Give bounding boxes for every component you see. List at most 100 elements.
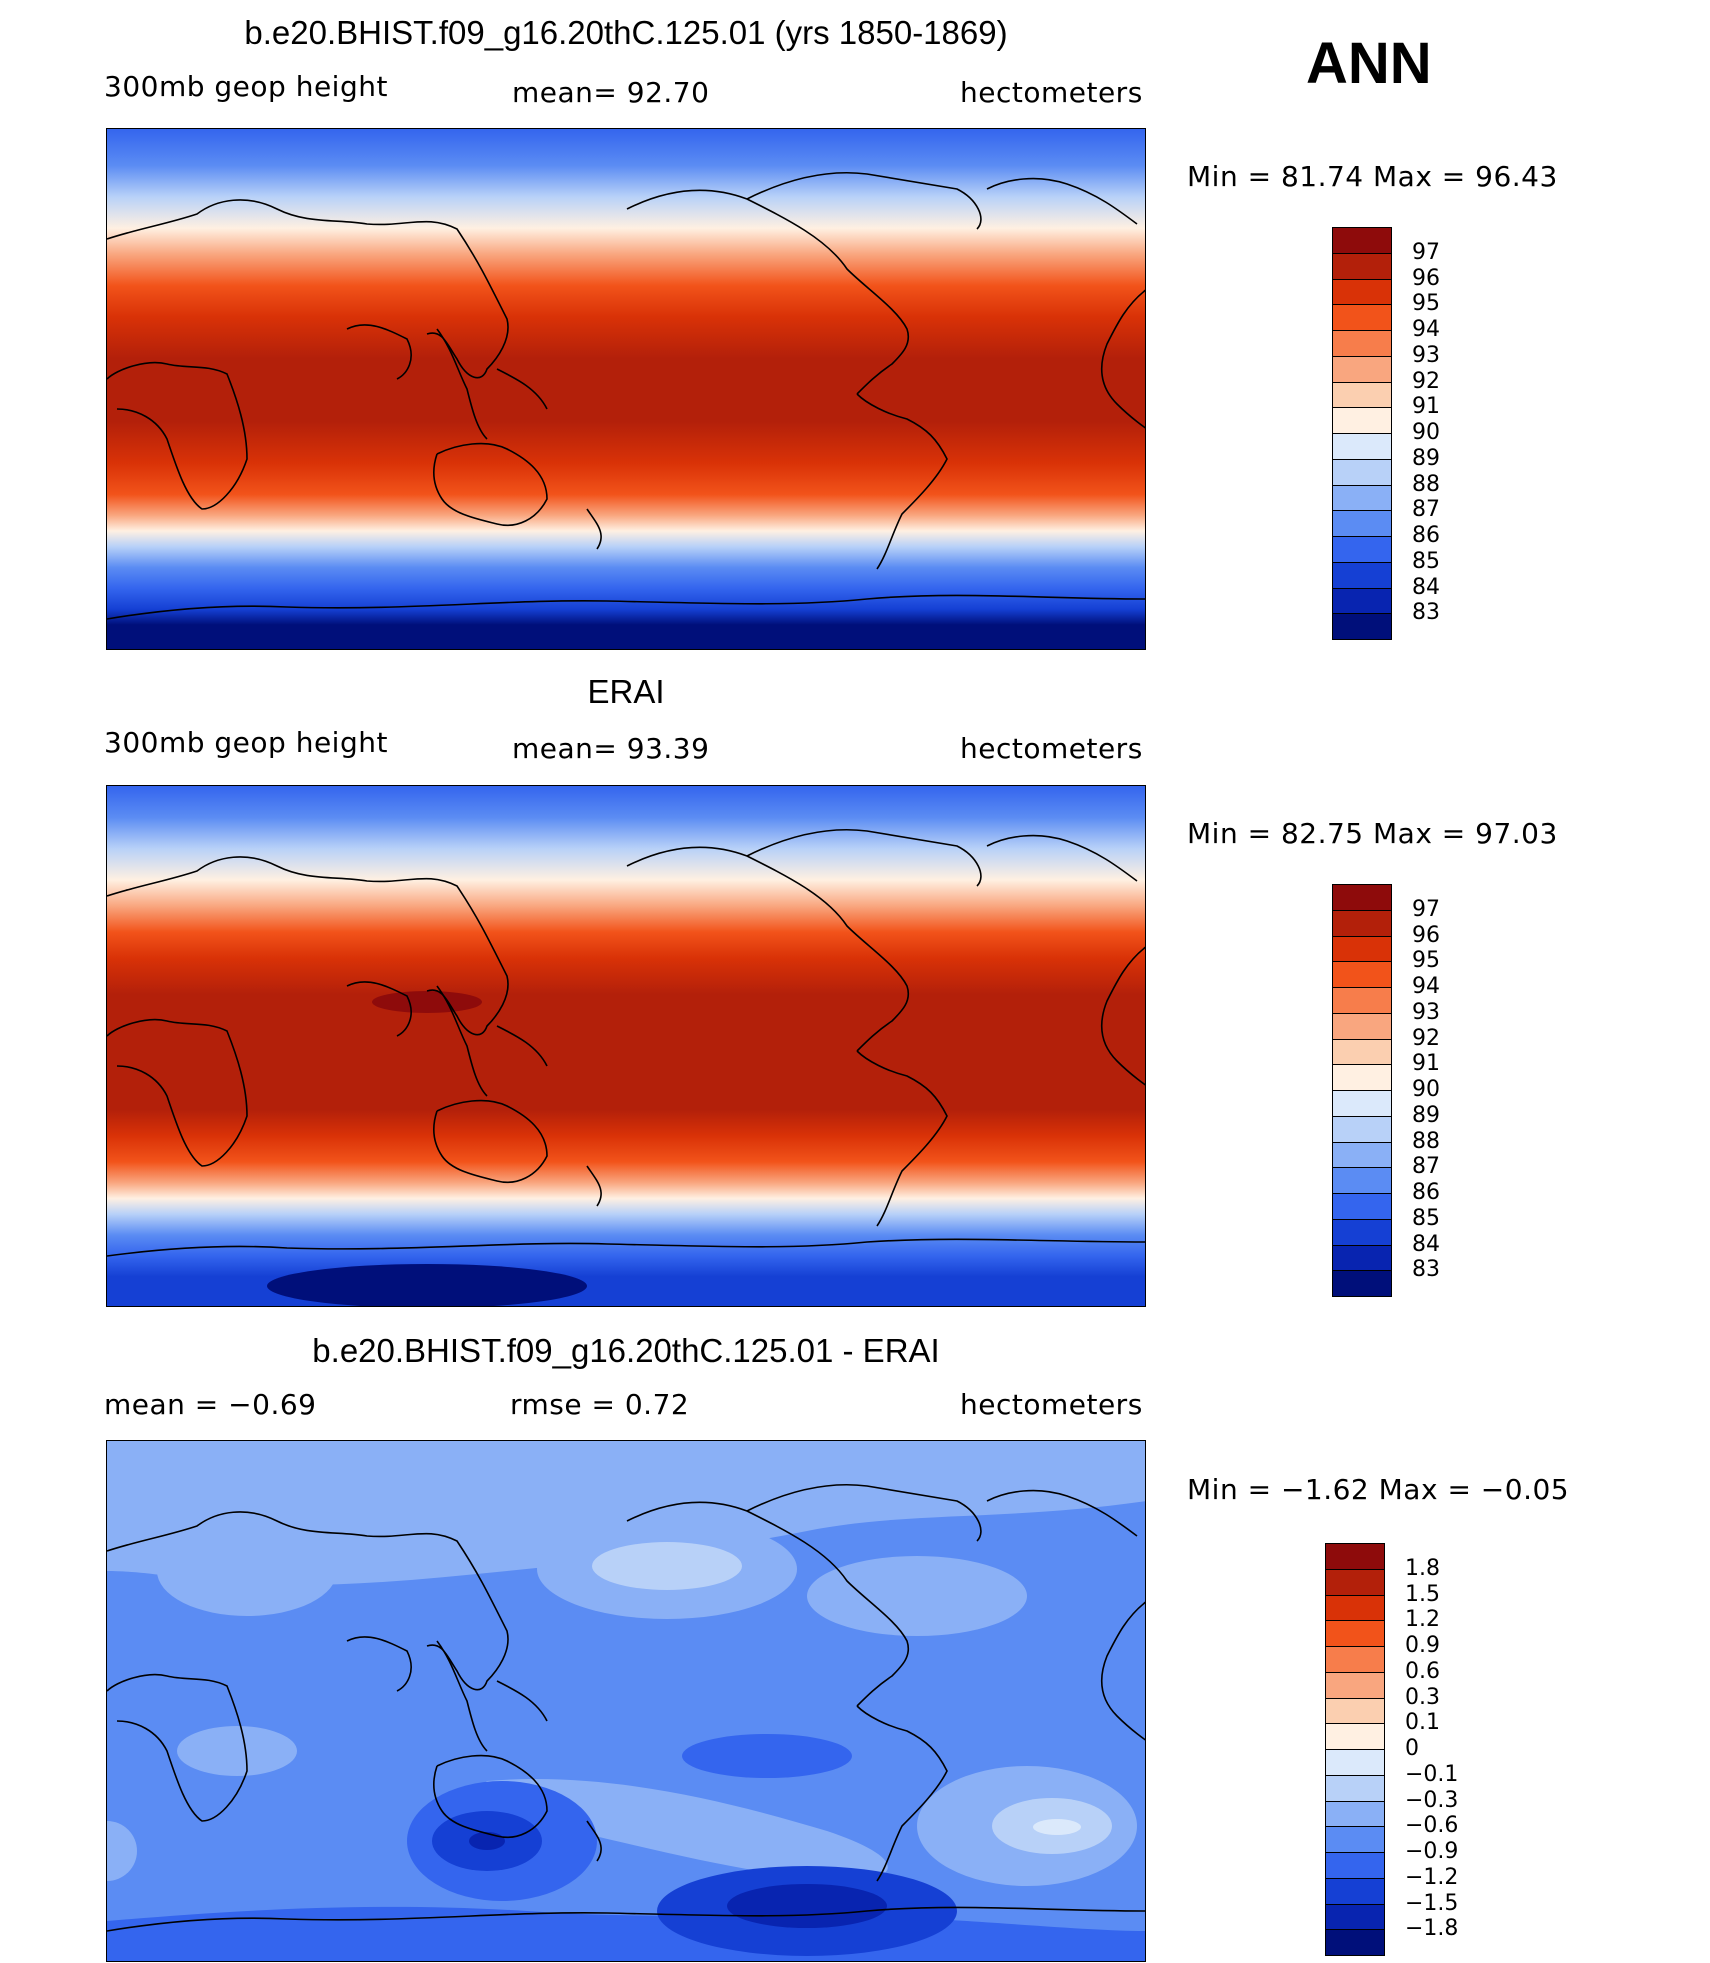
panel1-colorbar: 97 96 95 94 93 92 91 90 89 88 87 86 85 84 83 bbox=[1332, 227, 1440, 640]
panel2-colorbar-box bbox=[1332, 987, 1392, 1014]
panel3-title: b.e20.BHIST.f09_g16.20thC.125.01 - ERAI bbox=[312, 1332, 940, 1369]
panel2-colorbar-tick: 97 bbox=[1412, 896, 1440, 922]
panel3-colorbar-box bbox=[1325, 1877, 1385, 1904]
panel3-colorbar-tick: −1.8 bbox=[1405, 1916, 1459, 1942]
panel1-colorbar-box bbox=[1332, 407, 1392, 434]
panel1-colorbar-box bbox=[1332, 278, 1392, 305]
panel2-colorbar-box bbox=[1332, 1218, 1392, 1245]
panel2-colorbar-box bbox=[1332, 1193, 1392, 1220]
panel1-colorbar-tick: 87 bbox=[1412, 497, 1440, 523]
panel2-mean-label: mean= 93.39 bbox=[512, 732, 710, 765]
panel1-colorbar-box bbox=[1332, 510, 1392, 537]
panel2-colorbar-box bbox=[1332, 1115, 1392, 1142]
panel2-colorbar-box bbox=[1332, 1270, 1392, 1297]
panel1-map-svg bbox=[107, 129, 1145, 649]
panel2-colorbar-tick: 89 bbox=[1412, 1102, 1440, 1128]
panel1-minmax: Min = 81.74 Max = 96.43 bbox=[1187, 160, 1558, 193]
panel2-field bbox=[107, 786, 1145, 1306]
panel2-title: ERAI bbox=[587, 673, 665, 710]
panel1-colorbar-tick: 88 bbox=[1412, 471, 1440, 497]
panel3-units-label: hectometers bbox=[960, 1388, 1143, 1421]
panel2-max-region bbox=[372, 991, 482, 1013]
panel3-rmse-label: rmse = 0.72 bbox=[510, 1388, 690, 1421]
panel2-minmax: Min = 82.75 Max = 97.03 bbox=[1187, 817, 1558, 850]
panel2-colorbar-tick: 88 bbox=[1412, 1128, 1440, 1154]
panel2-colorbar-box bbox=[1332, 1038, 1392, 1065]
panel2-colorbar-tick: 86 bbox=[1412, 1180, 1440, 1205]
panel2-colorbar-tick: 95 bbox=[1412, 948, 1440, 974]
panel2-colorbar-tick: 87 bbox=[1412, 1154, 1440, 1180]
panel1-colorbar-tick: 89 bbox=[1412, 445, 1440, 471]
panel1-colorbar-tick: 94 bbox=[1412, 317, 1440, 342]
panel3-coastlines bbox=[107, 1483, 1145, 1932]
panel1-colorbar-tick: 90 bbox=[1412, 420, 1440, 445]
panel2-colorbar-tick: 84 bbox=[1412, 1231, 1440, 1257]
panel2-colorbar-tick: 90 bbox=[1412, 1077, 1440, 1102]
panel1-coastlines bbox=[107, 171, 1145, 620]
panel1-colorbar-box bbox=[1332, 330, 1392, 357]
panel2-colorbar-tick: 96 bbox=[1412, 922, 1440, 948]
panel3-colorbar-tick: 0.6 bbox=[1405, 1658, 1440, 1684]
panel2-colorbar-box bbox=[1332, 1064, 1392, 1091]
panel3-colorbar-box bbox=[1325, 1543, 1385, 1570]
panel3-mean-label: mean = −0.69 bbox=[104, 1388, 317, 1421]
panel3-colorbar-box bbox=[1325, 1800, 1385, 1827]
panel3-colorbar-tick: −1.2 bbox=[1405, 1864, 1459, 1890]
panel2-map-svg bbox=[107, 786, 1145, 1306]
panel2-units-label: hectometers bbox=[960, 732, 1143, 765]
panel1-colorbar-box bbox=[1332, 484, 1392, 511]
panel1-map bbox=[106, 128, 1146, 650]
panel1-colorbar-tick: 93 bbox=[1412, 342, 1440, 368]
panel1-colorbar-box bbox=[1332, 433, 1392, 460]
panel2-colorbar-tick: 92 bbox=[1412, 1025, 1440, 1051]
panel1-colorbar-box bbox=[1332, 536, 1392, 563]
panel1-units-label: hectometers bbox=[960, 76, 1143, 109]
panel2-coastlines bbox=[107, 828, 1145, 1257]
panel3-colorbar-box bbox=[1325, 1749, 1385, 1776]
panel3-colorbar-tick: 1.8 bbox=[1405, 1555, 1440, 1581]
panel3-contours bbox=[107, 1441, 1145, 1961]
panel2-colorbar-box bbox=[1332, 1244, 1392, 1271]
panel1-variable-label: 300mb geop height bbox=[104, 70, 388, 103]
panel1-colorbar-tick: 92 bbox=[1412, 368, 1440, 394]
panel3-minmax: Min = −1.62 Max = −0.05 bbox=[1187, 1473, 1570, 1506]
panel2-colorbar-box bbox=[1332, 909, 1392, 936]
panel2-min-region bbox=[267, 1264, 587, 1306]
panel2-colorbar-tick: 93 bbox=[1412, 999, 1440, 1025]
panel1-colorbar-tick: 96 bbox=[1412, 265, 1440, 291]
panel1-colorbar-tick: 86 bbox=[1412, 523, 1440, 548]
panel2-map bbox=[106, 785, 1146, 1307]
panel2-colorbar-box bbox=[1332, 1167, 1392, 1194]
panel1-colorbar-tick: 95 bbox=[1412, 291, 1440, 317]
panel1-colorbar-box bbox=[1332, 252, 1392, 279]
panel3-colorbar-box bbox=[1325, 1723, 1385, 1750]
panel3-colorbar: 1.8 1.5 1.2 0.9 0.6 0.3 0.1 0 −0.1 −0.3 −0.6 −0.9 −1… bbox=[1325, 1543, 1458, 1956]
panel3-colorbar-box bbox=[1325, 1852, 1385, 1879]
panel1-colorbar-box bbox=[1332, 304, 1392, 331]
panel2-colorbar-tick: 94 bbox=[1412, 974, 1440, 999]
panel1-colorbar-box bbox=[1332, 613, 1392, 640]
panel3-colorbar-tick: 1.5 bbox=[1405, 1581, 1440, 1607]
panel1-colorbar-tick: 83 bbox=[1412, 600, 1440, 626]
panel1-title: b.e20.BHIST.f09_g16.20thC.125.01 (yrs 18… bbox=[244, 14, 1008, 51]
panel3-colorbar-tick: −1.5 bbox=[1405, 1890, 1459, 1916]
panel2-colorbar-tick: 85 bbox=[1412, 1205, 1440, 1231]
panel1-colorbar-box bbox=[1332, 458, 1392, 485]
panel3-map bbox=[106, 1440, 1146, 1962]
panel3-colorbar-tick: 0.3 bbox=[1405, 1684, 1440, 1710]
panel1-colorbar-tick: 84 bbox=[1412, 574, 1440, 600]
panel3-colorbar-box bbox=[1325, 1826, 1385, 1853]
panel3-colorbar-box bbox=[1325, 1774, 1385, 1801]
panel2-colorbar-tick: 91 bbox=[1412, 1051, 1440, 1077]
panel3-colorbar-box bbox=[1325, 1697, 1385, 1724]
panel2-colorbar-tick: 83 bbox=[1412, 1257, 1440, 1283]
panel3-colorbar-box bbox=[1325, 1594, 1385, 1621]
panel2-colorbar-box bbox=[1332, 884, 1392, 911]
panel1-colorbar-box bbox=[1332, 587, 1392, 614]
panel2-colorbar-box bbox=[1332, 935, 1392, 962]
panel3-colorbar-tick: 0.9 bbox=[1405, 1633, 1440, 1658]
panel1-colorbar-box bbox=[1332, 227, 1392, 254]
panel2-colorbar-box bbox=[1332, 1141, 1392, 1168]
panel1-colorbar-tick: 97 bbox=[1412, 239, 1440, 265]
panel1-colorbar-box bbox=[1332, 355, 1392, 382]
